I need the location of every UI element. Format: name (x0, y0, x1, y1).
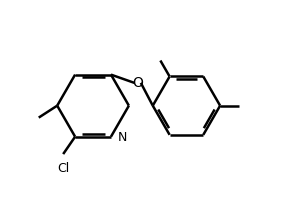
Text: O: O (132, 76, 143, 90)
Text: N: N (118, 131, 127, 144)
Text: Cl: Cl (57, 162, 69, 175)
